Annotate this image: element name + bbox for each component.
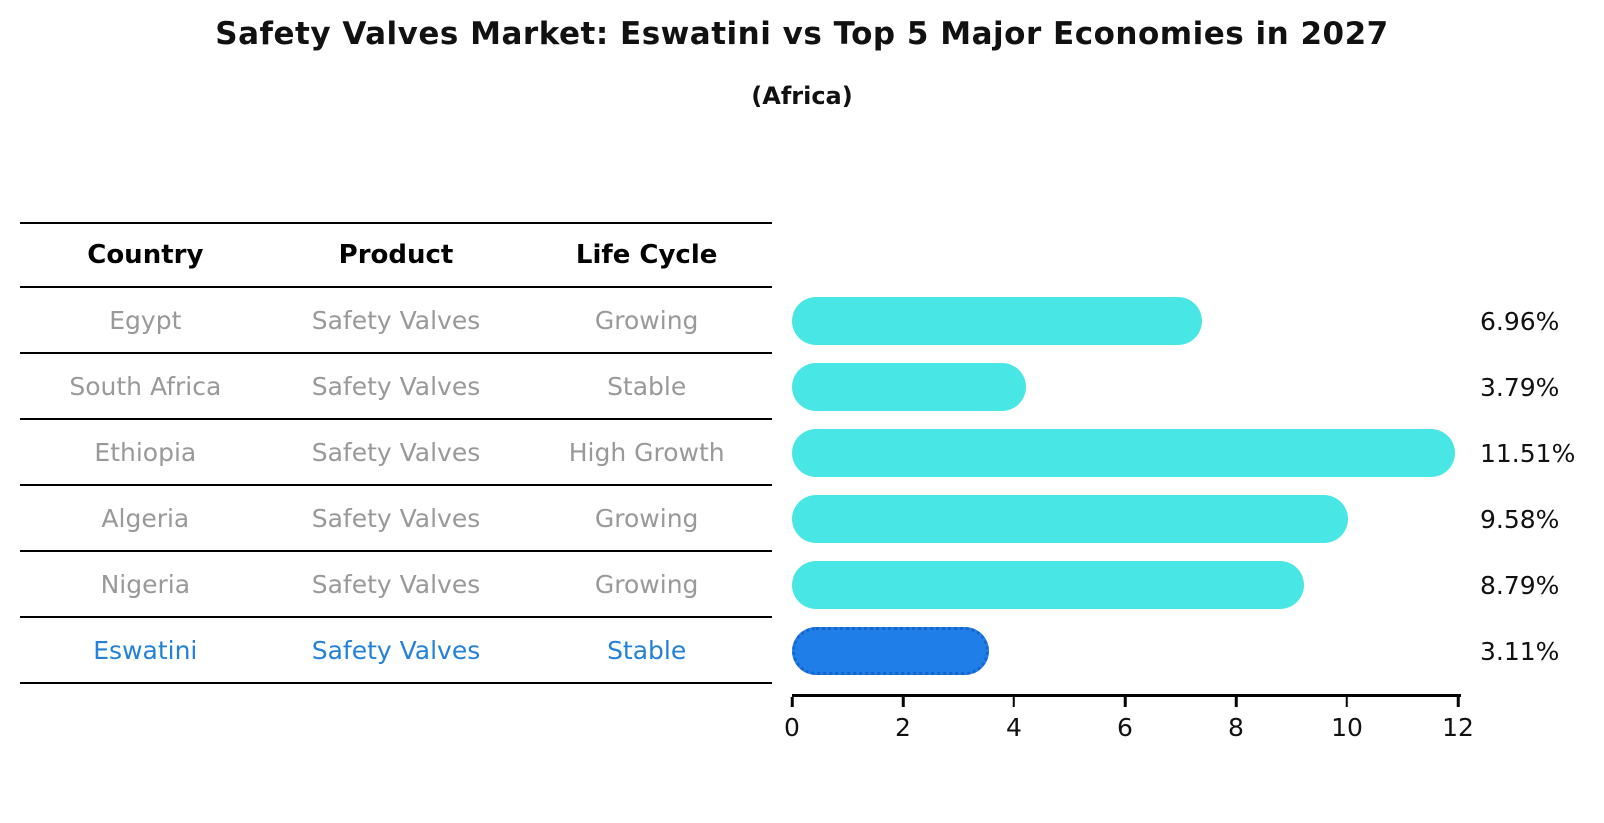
table-row-algeria: Algeria Safety Valves Growing — [20, 486, 772, 552]
value-label-algeria: 9.58% — [1480, 504, 1560, 534]
chart-subtitle: (Africa) — [751, 82, 853, 110]
bar-egypt — [792, 297, 1203, 345]
x-axis-line — [792, 694, 1461, 697]
cell-country: Algeria — [101, 503, 190, 533]
x-tick-label-2: 2 — [895, 713, 911, 742]
cell-country: Ethiopia — [94, 437, 197, 467]
x-tick-mark — [901, 697, 905, 707]
cell-country: Egypt — [109, 305, 182, 335]
x-tick-mark — [1456, 697, 1460, 707]
cell-life-cycle: Growing — [594, 569, 699, 599]
value-label-nigeria: 8.79% — [1480, 570, 1560, 600]
x-tick-mark — [1345, 697, 1349, 707]
column-header-country: Country — [87, 240, 204, 270]
table-row-ethiopia: Ethiopia Safety Valves High Growth — [20, 420, 772, 486]
bar-row-nigeria — [792, 552, 1458, 618]
cell-product: Safety Valves — [311, 305, 481, 335]
bar-algeria — [792, 495, 1348, 543]
cell-product: Safety Valves — [311, 635, 481, 665]
x-tick-label-4: 4 — [1006, 713, 1022, 742]
cell-product: Safety Valves — [311, 371, 481, 401]
x-tick-mark — [1123, 697, 1127, 707]
column-header-product: Product — [338, 240, 454, 270]
bar-south-africa — [792, 363, 1027, 411]
table-row-nigeria: Nigeria Safety Valves Growing — [20, 552, 772, 618]
cell-life-cycle: Stable — [607, 635, 687, 665]
bar-row-egypt — [792, 288, 1458, 354]
cell-country: Nigeria — [100, 569, 191, 599]
table-header-row: Country Product Life Cycle — [20, 222, 772, 288]
x-tick-mark — [1234, 697, 1238, 707]
x-tick-label-0: 0 — [784, 713, 800, 742]
value-label-south-africa: 3.79% — [1480, 372, 1560, 402]
x-tick-label-10: 10 — [1331, 713, 1363, 742]
bar-row-eswatini — [792, 618, 1458, 684]
x-tick-label-6: 6 — [1117, 713, 1133, 742]
x-tick-label-8: 8 — [1228, 713, 1244, 742]
x-tick-mark — [790, 697, 794, 707]
x-tick-mark — [1012, 697, 1016, 707]
column-header-life-cycle: Life Cycle — [575, 240, 718, 270]
value-label-eswatini: 3.11% — [1480, 636, 1560, 666]
bar-row-south-africa — [792, 354, 1458, 420]
bar-row-ethiopia — [792, 420, 1458, 486]
country-table: Country Product Life Cycle Egypt Safety … — [20, 222, 772, 684]
table-row-south-africa: South Africa Safety Valves Stable — [20, 354, 772, 420]
value-label-egypt: 6.96% — [1480, 306, 1560, 336]
table-row-eswatini: Eswatini Safety Valves Stable — [20, 618, 772, 684]
x-axis-ticks: 0 2 4 6 8 10 12 — [784, 697, 1474, 747]
bar-row-algeria — [792, 486, 1458, 552]
bar-plot-area — [792, 222, 1458, 684]
cell-product: Safety Valves — [311, 503, 481, 533]
cell-life-cycle: Growing — [594, 503, 699, 533]
cell-life-cycle: Growing — [594, 305, 699, 335]
bar-eswatini — [792, 627, 989, 675]
chart-title: Safety Valves Market: Eswatini vs Top 5 … — [215, 16, 1389, 52]
table-row-egypt: Egypt Safety Valves Growing — [20, 288, 772, 354]
cell-life-cycle: Stable — [607, 371, 687, 401]
cell-product: Safety Valves — [311, 569, 481, 599]
bar-ethiopia — [792, 429, 1455, 477]
value-label-ethiopia: 11.51% — [1480, 438, 1576, 468]
cell-product: Safety Valves — [311, 437, 481, 467]
x-tick-label-12: 12 — [1442, 713, 1474, 742]
cell-country: South Africa — [69, 371, 222, 401]
cell-life-cycle: High Growth — [568, 437, 725, 467]
bar-nigeria — [792, 561, 1304, 609]
cell-country: Eswatini — [93, 635, 198, 665]
